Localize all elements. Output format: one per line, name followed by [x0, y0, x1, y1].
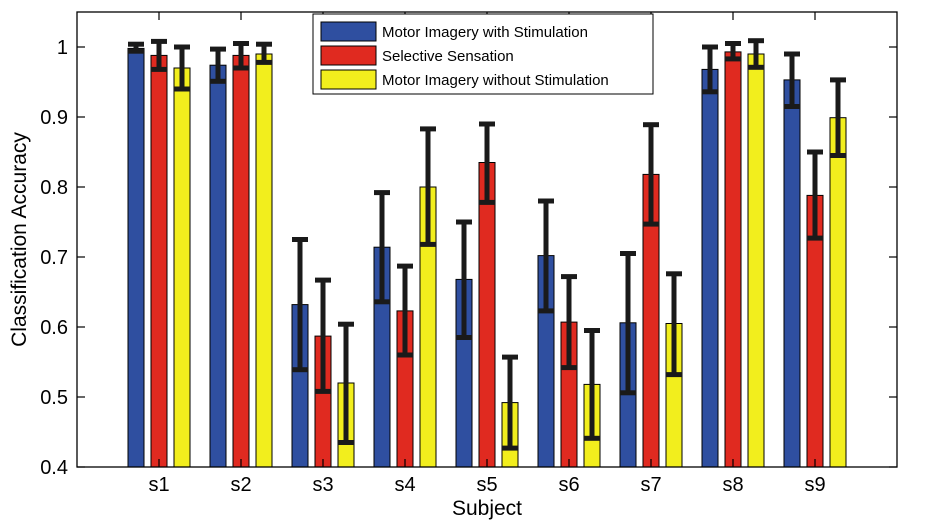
x-tick-label: s8 — [722, 474, 743, 496]
bar-s2-series-2 — [232, 54, 250, 468]
error-bar-s2-series-3 — [256, 41, 272, 65]
bar-s1-series-2 — [150, 54, 168, 468]
legend-swatch — [320, 45, 377, 66]
x-tick-label: s4 — [394, 474, 415, 496]
legend-label: Selective Sensation — [382, 48, 514, 65]
error-bar-s3-series-3 — [338, 321, 354, 445]
error-bar-s7-series-2 — [643, 122, 659, 227]
bar-s9-series-1 — [783, 79, 801, 468]
bars-layer — [127, 47, 847, 468]
bar-s5-series-2 — [478, 162, 496, 468]
error-bar-s9-series-3 — [830, 77, 846, 158]
error-bar-s2-series-1 — [210, 46, 226, 84]
error-bar-s5-series-3 — [502, 354, 518, 451]
legend-label: Motor Imagery without Stimulation — [382, 72, 609, 89]
legend: Motor Imagery with Stimulation Selective … — [312, 13, 654, 95]
y-tick-label: 0.6 — [40, 317, 68, 339]
x-tick-label: s6 — [558, 474, 579, 496]
error-bar-s4-series-1 — [374, 190, 390, 305]
legend-swatch — [320, 69, 377, 90]
y-tick-label: 1 — [57, 37, 68, 59]
error-bar-s8-series-3 — [748, 38, 764, 70]
error-bar-s6-series-1 — [538, 198, 554, 314]
y-tick-label: 0.4 — [40, 457, 68, 479]
legend-item-1: Motor Imagery with Stimulation — [320, 21, 588, 42]
error-bar-s1-series-3 — [174, 44, 190, 92]
error-bar-s6-series-2 — [561, 274, 577, 371]
error-bar-s3-series-2 — [315, 277, 331, 394]
legend-item-3: Motor Imagery without Stimulation — [320, 69, 609, 90]
error-bar-s6-series-3 — [584, 328, 600, 441]
error-bar-s5-series-2 — [479, 121, 495, 205]
x-axis: s1 s2 s3 s4 s5 s6 s7 s8 s9 — [148, 12, 826, 496]
error-bar-s1-series-2 — [151, 38, 167, 72]
error-bar-s2-series-2 — [233, 41, 249, 71]
x-tick-label: s1 — [148, 474, 169, 496]
x-tick-label: s9 — [804, 474, 825, 496]
legend-item-2: Selective Sensation — [320, 45, 514, 66]
legend-swatch — [320, 21, 377, 42]
error-bar-s9-series-1 — [784, 51, 800, 109]
y-tick-label: 0.8 — [40, 177, 68, 199]
y-axis: 0.4 0.5 0.6 0.7 0.8 0.9 1 — [40, 37, 897, 479]
error-bar-s4-series-2 — [397, 263, 413, 358]
bar-s2-series-3 — [255, 53, 273, 468]
legend-label: Motor Imagery with Stimulation — [382, 24, 588, 41]
error-bar-s5-series-1 — [456, 219, 472, 340]
x-axis-title: Subject — [452, 497, 522, 520]
error-bar-s8-series-2 — [725, 41, 741, 62]
error-bar-s4-series-3 — [420, 126, 436, 247]
error-bar-s8-series-1 — [702, 44, 718, 95]
bar-s1-series-3 — [173, 67, 191, 468]
error-bar-s7-series-1 — [620, 251, 636, 396]
error-bars-layer — [128, 38, 846, 451]
bar-s8-series-3 — [747, 53, 765, 468]
x-tick-label: s5 — [476, 474, 497, 496]
error-bar-s1-series-1 — [128, 41, 144, 54]
error-bar-s3-series-1 — [292, 237, 308, 373]
bar-s1-series-1 — [127, 47, 145, 468]
y-axis-title: Classification Accuracy — [8, 132, 31, 347]
y-tick-label: 0.9 — [40, 107, 68, 129]
x-tick-label: s2 — [230, 474, 251, 496]
y-tick-label: 0.7 — [40, 247, 68, 269]
bar-s9-series-3 — [829, 117, 847, 468]
bar-s8-series-1 — [701, 68, 719, 468]
bar-s2-series-1 — [209, 64, 227, 468]
error-bar-s9-series-2 — [807, 149, 823, 241]
y-tick-label: 0.5 — [40, 387, 68, 409]
x-tick-label: s7 — [640, 474, 661, 496]
error-bar-s7-series-3 — [666, 271, 682, 378]
bar-s8-series-2 — [724, 51, 742, 468]
x-tick-label: s3 — [312, 474, 333, 496]
